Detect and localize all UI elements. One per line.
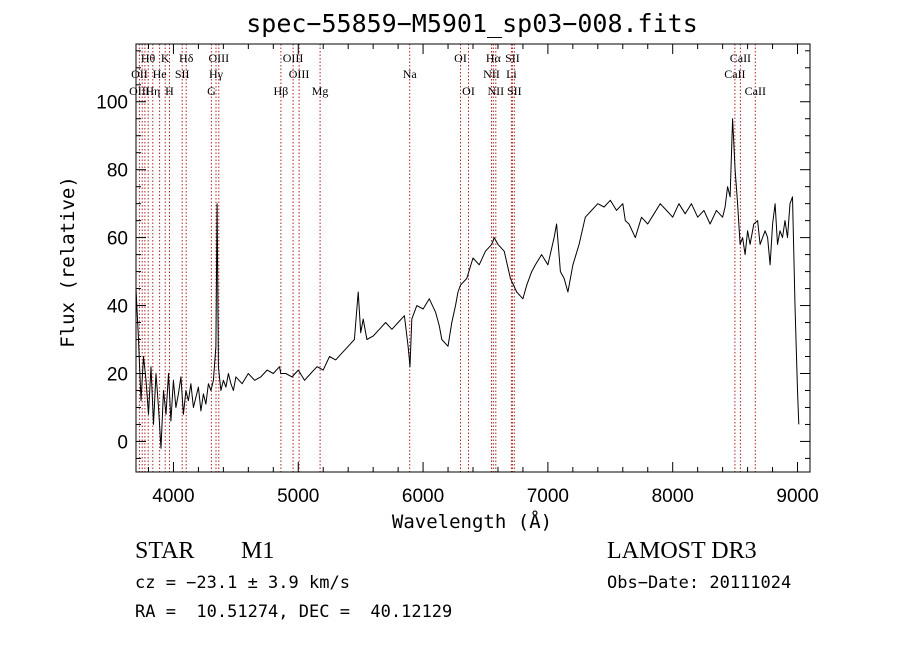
y-tick-label: 0: [117, 432, 128, 453]
line-id-label: Hβ: [274, 84, 289, 98]
x-tick-label: 8000: [652, 486, 694, 507]
x-tick-label: 7000: [527, 486, 569, 507]
spectral-line-markers: [138, 44, 756, 472]
line-id-label: G: [207, 84, 216, 98]
y-tick-label: 100: [96, 93, 128, 114]
x-tick-label: 9000: [776, 486, 818, 507]
y-axis-label: Flux (relative): [57, 176, 79, 348]
x-tick-label: 5000: [277, 486, 319, 507]
line-id-label: H: [165, 84, 174, 98]
line-id-label: Hδ: [179, 51, 194, 65]
line-id-label: CaII: [745, 84, 766, 98]
redshift-text: cz = −23.1 ± 3.9 km/s: [135, 573, 350, 593]
line-id-label: He: [153, 67, 167, 81]
y-tick-label: 80: [107, 161, 128, 182]
flux-series: [135, 118, 800, 449]
line-id-label: CaII: [724, 67, 745, 81]
line-id-label: OIII: [283, 51, 304, 65]
y-tick-label: 20: [107, 364, 128, 385]
line-id-label: OII: [131, 67, 148, 81]
line-id-label: Na: [403, 67, 418, 81]
line-id-label: OIII: [289, 67, 310, 81]
x-axis-label: Wavelength (Å): [392, 510, 552, 533]
obs-date: Obs−Date: 20111024: [607, 573, 792, 593]
flux-line: [135, 118, 800, 449]
line-id-label: CaII: [730, 51, 751, 65]
line-id-label: OIII: [129, 84, 150, 98]
object-subclass: M1: [241, 538, 275, 564]
object-class: STAR: [135, 538, 195, 564]
line-id-label: Hγ: [209, 67, 224, 81]
y-tick-label: 40: [107, 297, 128, 318]
line-id-label: NII: [487, 84, 504, 98]
axis-ticks: 4000 5000 6000 7000 8000 9000 0 20 40 60 80 100: [96, 44, 819, 507]
coordinates: RA = 10.51274, DEC = 40.12129: [135, 602, 453, 622]
line-id-label: SII: [505, 51, 520, 65]
line-id-label: NII: [483, 67, 500, 81]
line-id-label: K: [161, 51, 170, 65]
line-id-label: Li: [506, 67, 517, 81]
y-tick-label: 60: [107, 229, 128, 250]
line-id-label: SII: [175, 67, 190, 81]
line-id-label: Hα: [486, 51, 502, 65]
x-tick-label: 4000: [152, 486, 194, 507]
line-id-label: Mg: [312, 84, 329, 98]
line-id-label: Hθ: [141, 51, 156, 65]
line-id-label: SII: [507, 84, 522, 98]
chart-title: spec−55859−M5901_sp03−008.fits: [246, 9, 698, 38]
line-id-label: OIII: [208, 51, 229, 65]
x-tick-label: 6000: [402, 486, 444, 507]
line-id-label: OI: [454, 51, 467, 65]
line-id-label: OI: [462, 84, 475, 98]
line-id-label: Hη: [145, 84, 160, 98]
survey-name: LAMOST DR3: [607, 538, 757, 564]
